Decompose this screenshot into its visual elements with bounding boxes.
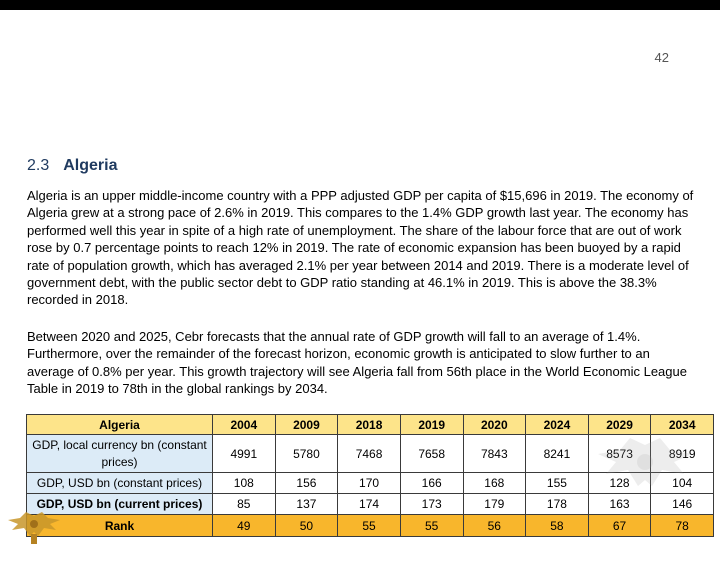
table-cell: 7468 bbox=[337, 434, 401, 473]
row-label: GDP, USD bn (constant prices) bbox=[26, 472, 213, 494]
table-cell: 8573 bbox=[587, 434, 652, 473]
watermark-logo bbox=[2, 510, 66, 560]
header-year: 2034 bbox=[650, 414, 714, 435]
gdp-table: Algeria 2004 2009 2018 2019 2020 2024 20… bbox=[26, 414, 714, 537]
table-row-rank: Rank 49 50 55 55 56 58 67 78 bbox=[26, 514, 714, 537]
faint-eagle-icon bbox=[598, 438, 692, 486]
header-year: 2019 bbox=[399, 414, 464, 435]
table-cell: 67 bbox=[587, 514, 652, 537]
table-cell: 8241 bbox=[525, 434, 589, 473]
table-cell: 174 bbox=[337, 493, 401, 515]
section-number: 2.3 bbox=[27, 157, 50, 174]
table-cell: 7843 bbox=[462, 434, 527, 473]
table-cell: 55 bbox=[399, 514, 464, 537]
paragraph-overview: Algeria is an upper middle-income countr… bbox=[27, 188, 694, 308]
header-year: 2018 bbox=[337, 414, 401, 435]
header-year: 2024 bbox=[525, 414, 589, 435]
row-label: GDP, USD bn (current prices) bbox=[26, 493, 213, 515]
table-cell: 49 bbox=[212, 514, 276, 537]
table-cell: 108 bbox=[212, 472, 276, 494]
table-cell: 168 bbox=[462, 472, 527, 494]
watermark-faint-emblem bbox=[590, 430, 700, 540]
table-row: GDP, local currency bn (constant prices)… bbox=[26, 434, 714, 473]
table-cell: 55 bbox=[337, 514, 401, 537]
table-cell: 178 bbox=[525, 493, 589, 515]
table-cell: 5780 bbox=[274, 434, 339, 473]
table-header-row: Algeria 2004 2009 2018 2019 2020 2024 20… bbox=[26, 414, 714, 435]
table-cell: 137 bbox=[274, 493, 339, 515]
table-cell: 156 bbox=[274, 472, 339, 494]
table-cell: 78 bbox=[650, 514, 714, 537]
table-cell: 170 bbox=[337, 472, 401, 494]
row-label: GDP, local currency bn (constant prices) bbox=[26, 434, 213, 473]
table-cell: 179 bbox=[462, 493, 527, 515]
table-cell: 4991 bbox=[212, 434, 276, 473]
table-cell: 7658 bbox=[399, 434, 464, 473]
table-cell: 85 bbox=[212, 493, 276, 515]
table-cell: 56 bbox=[462, 514, 527, 537]
row-label: Rank bbox=[26, 514, 213, 537]
eagle-emblem-icon bbox=[8, 512, 60, 544]
header-year: 2009 bbox=[274, 414, 339, 435]
top-black-bar bbox=[0, 0, 720, 10]
table-cell: 166 bbox=[399, 472, 464, 494]
table-cell: 50 bbox=[274, 514, 339, 537]
section-title: Algeria bbox=[63, 157, 118, 174]
header-year: 2004 bbox=[212, 414, 276, 435]
table-cell: 104 bbox=[650, 472, 714, 494]
table-cell: 155 bbox=[525, 472, 589, 494]
table-cell: 8919 bbox=[650, 434, 714, 473]
table-cell: 173 bbox=[399, 493, 464, 515]
header-year: 2020 bbox=[462, 414, 527, 435]
header-country: Algeria bbox=[26, 414, 213, 435]
page-number: 42 bbox=[654, 50, 669, 65]
section-heading: 2.3 Algeria bbox=[27, 157, 118, 175]
paragraph-forecast: Between 2020 and 2025, Cebr forecasts th… bbox=[27, 329, 687, 397]
table-cell: 58 bbox=[525, 514, 589, 537]
